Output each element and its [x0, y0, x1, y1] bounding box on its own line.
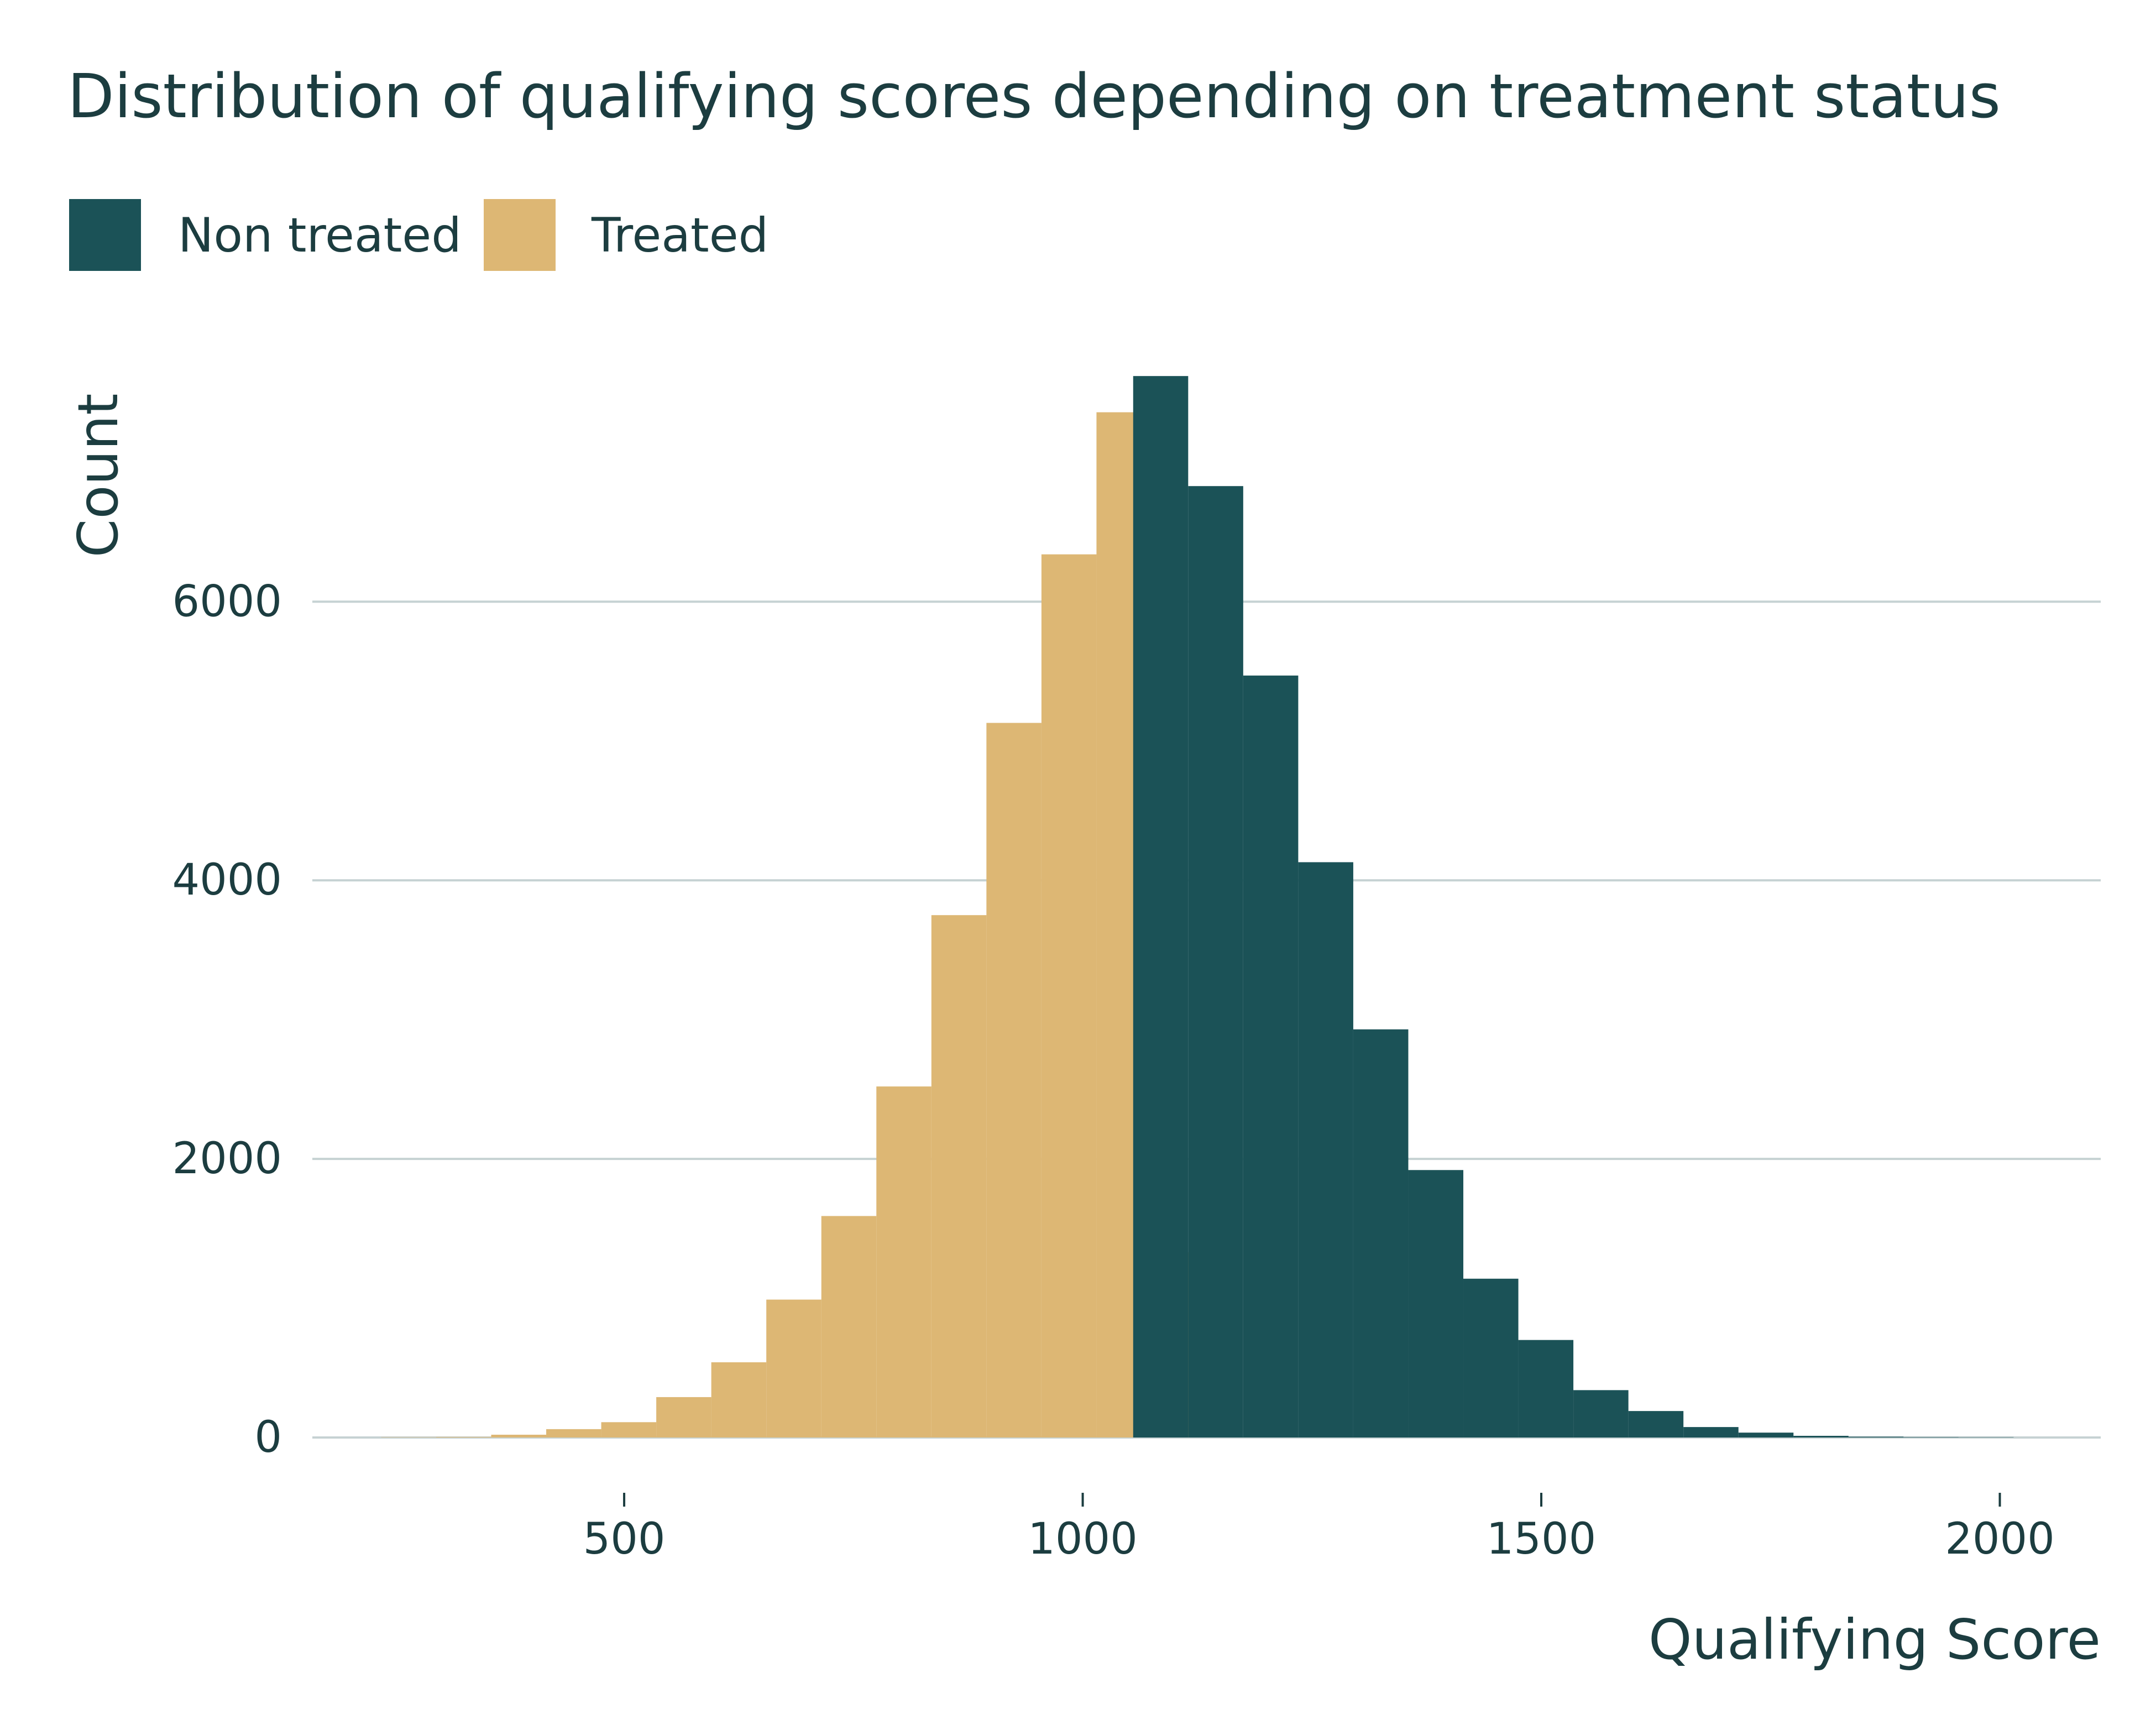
bar-treated	[1041, 554, 1097, 1438]
bar-non-treated	[1188, 486, 1243, 1438]
y-tick-label: 0	[254, 1413, 282, 1462]
x-tick-label: 500	[583, 1514, 666, 1564]
x-axis-title: Qualifying Score	[1649, 1607, 2101, 1672]
legend-label-non-treated: Non treated	[178, 208, 462, 263]
x-tick-label: 1500	[1487, 1514, 1597, 1564]
bar-non-treated	[1793, 1435, 1849, 1438]
legend-swatch-treated	[484, 199, 556, 271]
x-tick-label: 2000	[1945, 1514, 2055, 1564]
bar-treated	[656, 1397, 711, 1438]
bar-treated	[546, 1429, 601, 1438]
bar-treated	[931, 915, 987, 1438]
bar-non-treated	[1683, 1427, 1739, 1438]
bar-treated	[821, 1216, 877, 1438]
bar-treated	[876, 1086, 932, 1438]
x-axis: 500 1000 1500 2000	[583, 1493, 2055, 1564]
legend: Non treated Treated	[69, 199, 768, 271]
bar-treated	[711, 1362, 767, 1438]
x-tick-label: 1000	[1028, 1514, 1138, 1564]
y-axis-title: Count	[66, 394, 130, 558]
bar-treated	[986, 723, 1042, 1438]
bar-non-treated	[1408, 1170, 1464, 1438]
bar-non-treated	[1353, 1029, 1409, 1438]
y-tick-label: 2000	[172, 1134, 282, 1184]
bar-treated	[491, 1434, 547, 1438]
bar-treated	[766, 1299, 821, 1438]
bar-non-treated	[1573, 1390, 1629, 1438]
bar-non-treated	[1133, 376, 1189, 1438]
bar-non-treated	[1298, 862, 1353, 1438]
bar-treated	[601, 1422, 657, 1438]
legend-label-treated: Treated	[591, 208, 768, 263]
bar-non-treated	[1243, 675, 1299, 1438]
y-axis: 0 2000 4000 6000	[172, 577, 282, 1462]
bar-non-treated	[1738, 1433, 1794, 1438]
y-tick-label: 6000	[172, 577, 282, 626]
legend-swatch-non-treated	[69, 199, 141, 271]
chart-title: Distribution of qualifying scores depend…	[67, 61, 2001, 132]
bar-non-treated	[1848, 1436, 1904, 1438]
bar-non-treated	[1518, 1340, 1574, 1438]
bar-treated	[436, 1436, 491, 1438]
y-tick-label: 4000	[172, 855, 282, 905]
bar-non-treated	[1463, 1278, 1519, 1438]
bar-non-treated	[1628, 1411, 1684, 1438]
histogram-bars	[381, 376, 2014, 1438]
bar-non-treated	[1903, 1437, 1959, 1438]
